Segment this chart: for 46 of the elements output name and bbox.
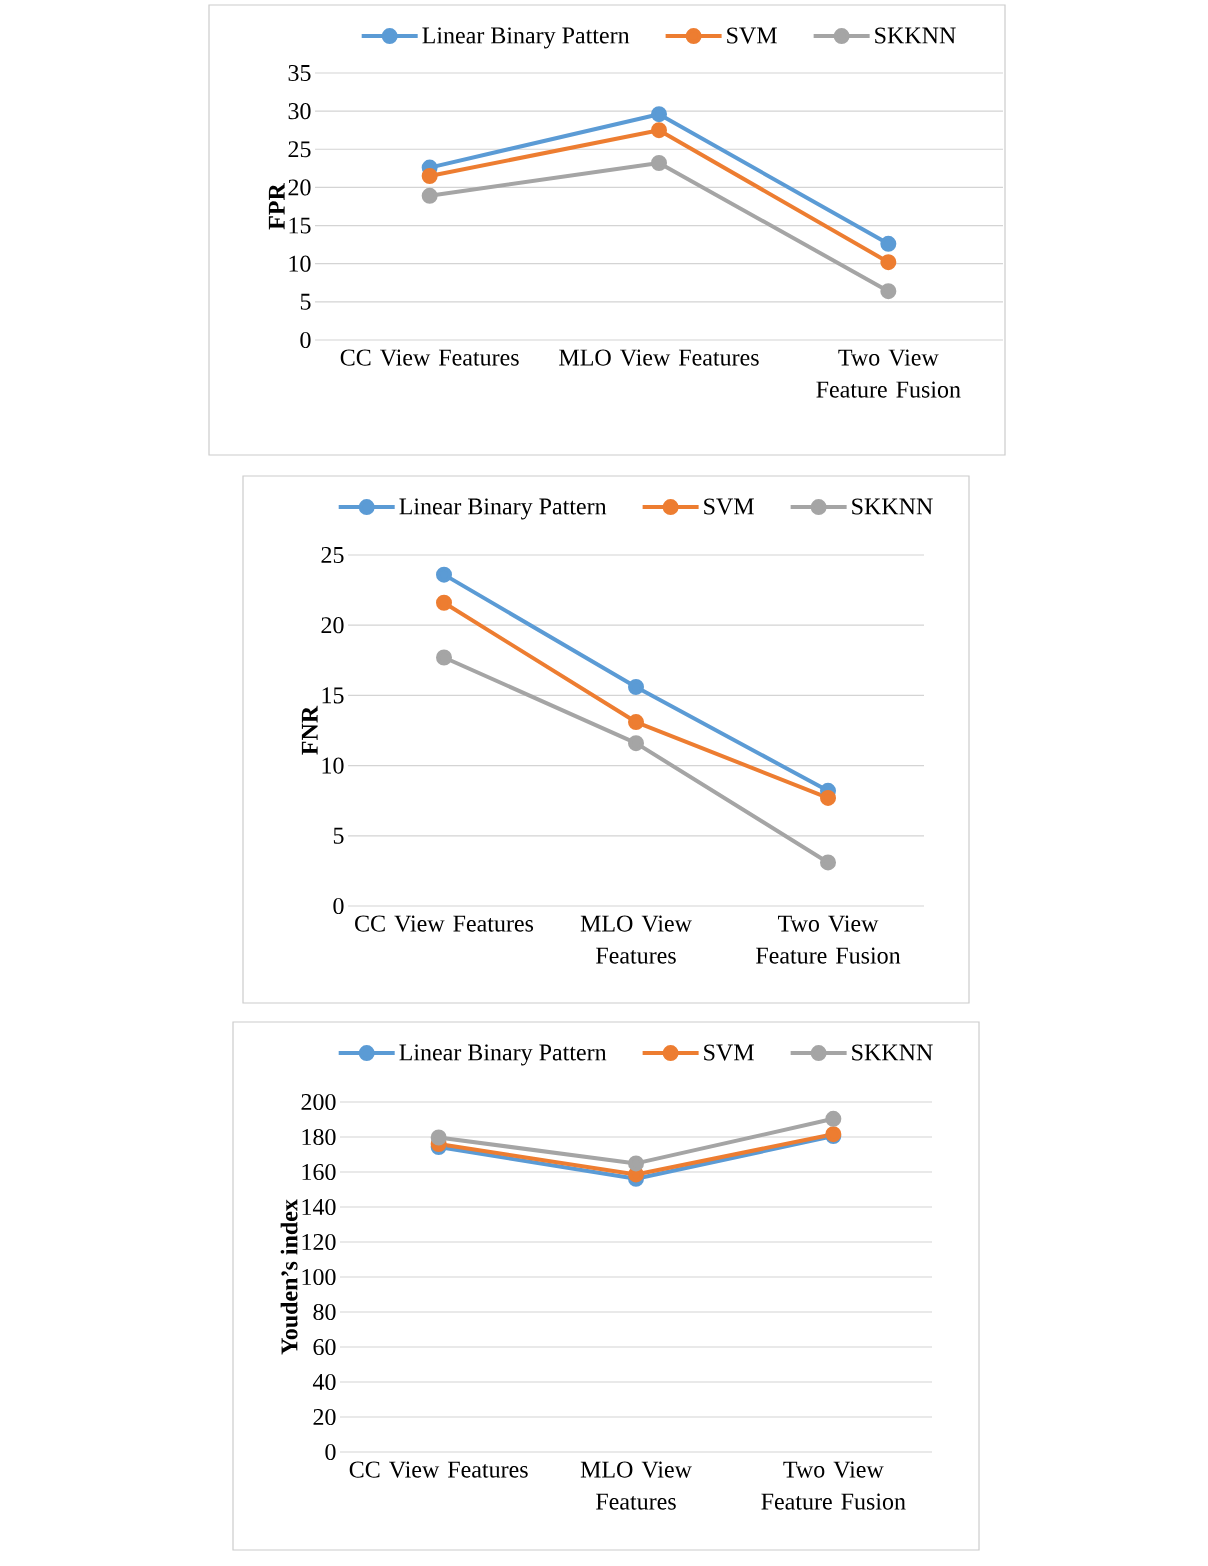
y-tick-label: 20	[313, 1408, 336, 1426]
x-tick-label: CC View Features	[355, 915, 534, 932]
y-tick-label: 25	[321, 546, 344, 564]
y-tick-label: 15	[322, 687, 344, 704]
y-tick-label: 35	[288, 64, 311, 82]
legend-label: SVM	[704, 1044, 754, 1061]
y-tick-label: 15	[289, 217, 311, 234]
y-tick-label: 160	[302, 1163, 336, 1181]
legend-label: Linear Binary Pattern	[399, 1044, 607, 1066]
y-tick-label: 100	[302, 1268, 336, 1286]
legend-label: Linear Binary Pattern	[422, 27, 630, 49]
x-tick-label: Two View Feature Fusion	[816, 349, 961, 398]
y-tick-label: 10	[322, 757, 344, 774]
y-tick-label: 10	[289, 255, 311, 272]
x-tick-label: CC View Features	[349, 1461, 528, 1478]
y-tick-label: 20	[321, 617, 344, 634]
y-tick-label: 60	[313, 1338, 336, 1356]
legend-label: SVM	[727, 27, 777, 44]
y-tick-label: 0	[300, 331, 311, 349]
y-tick-label: 200	[301, 1093, 336, 1111]
y-tick-label: 30	[288, 103, 311, 120]
y-tick-label: 40	[312, 1373, 336, 1391]
y-axis-title: Youden’s index	[280, 1199, 298, 1355]
legend-label: Linear Binary Pattern	[399, 498, 607, 520]
y-tick-label: 180	[302, 1128, 336, 1146]
y-tick-label: 20	[288, 179, 311, 196]
y-tick-label: 0	[325, 1443, 336, 1461]
x-tick-label: CC View Features	[340, 349, 519, 366]
y-tick-label: 120	[302, 1233, 336, 1251]
y-tick-label: 80	[313, 1303, 336, 1321]
y-tick-label: 5	[333, 827, 344, 844]
y-axis-title: FNR	[301, 705, 318, 755]
legend-label: SKKNN	[852, 498, 933, 515]
legend-label: SKKNN	[875, 27, 956, 44]
x-tick-label: Two View Feature Fusion	[756, 915, 901, 964]
y-tick-label: 25	[288, 141, 311, 158]
x-tick-label: Two View Feature Fusion	[761, 1461, 906, 1510]
y-tick-label: 140	[302, 1198, 336, 1216]
legend-label: SKKNN	[852, 1044, 933, 1061]
y-tick-label: 0	[333, 897, 344, 915]
y-axis-title: FPR	[268, 182, 285, 230]
y-tick-label: 5	[300, 293, 311, 310]
x-tick-label: MLO View Features	[580, 915, 692, 964]
legend-label: SVM	[704, 498, 754, 515]
x-tick-label: MLO View Features	[580, 1461, 692, 1510]
x-tick-label: MLO View Features	[559, 349, 759, 366]
